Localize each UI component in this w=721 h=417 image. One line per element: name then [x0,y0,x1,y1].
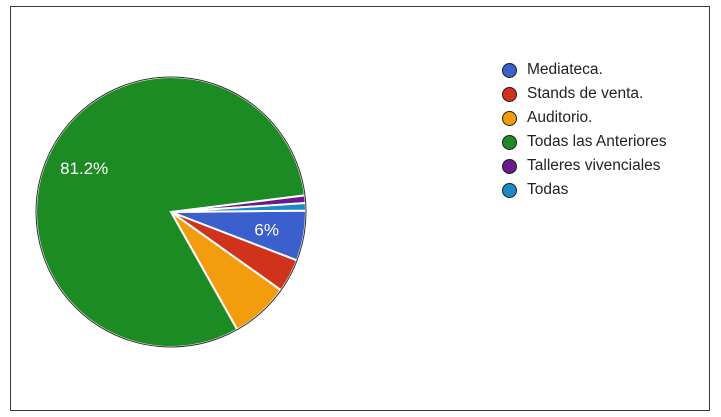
legend-label: Auditorio. [527,109,593,126]
legend-swatch-icon [502,86,517,102]
legend-label: Todas las Anteriores [527,133,667,150]
legend-label: Stands de venta. [527,85,644,102]
legend-swatch-icon [502,158,517,174]
legend-item-0: Mediateca. [502,58,667,82]
legend-item-4: Talleres vivenciales [502,154,667,178]
legend-item-1: Stands de venta. [502,82,667,106]
legend-label: Talleres vivenciales [527,157,661,174]
pie-outline [35,76,307,348]
legend-item-2: Auditorio. [502,106,667,130]
legend-swatch-icon [502,110,517,126]
legend-label: Todas [527,181,569,198]
legend: Mediateca. Stands de venta. Auditorio. Toda… [502,58,667,202]
legend-swatch-icon [502,134,517,150]
legend-item-5: Todas [502,178,667,202]
pie-slice-label-3: 81.2% [60,159,108,178]
legend-item-3: Todas las Anteriores [502,130,667,154]
legend-swatch-icon [502,62,517,78]
legend-swatch-icon [502,182,517,198]
legend-label: Mediateca. [527,61,603,78]
pie-slice-label-0: 6% [254,220,279,239]
